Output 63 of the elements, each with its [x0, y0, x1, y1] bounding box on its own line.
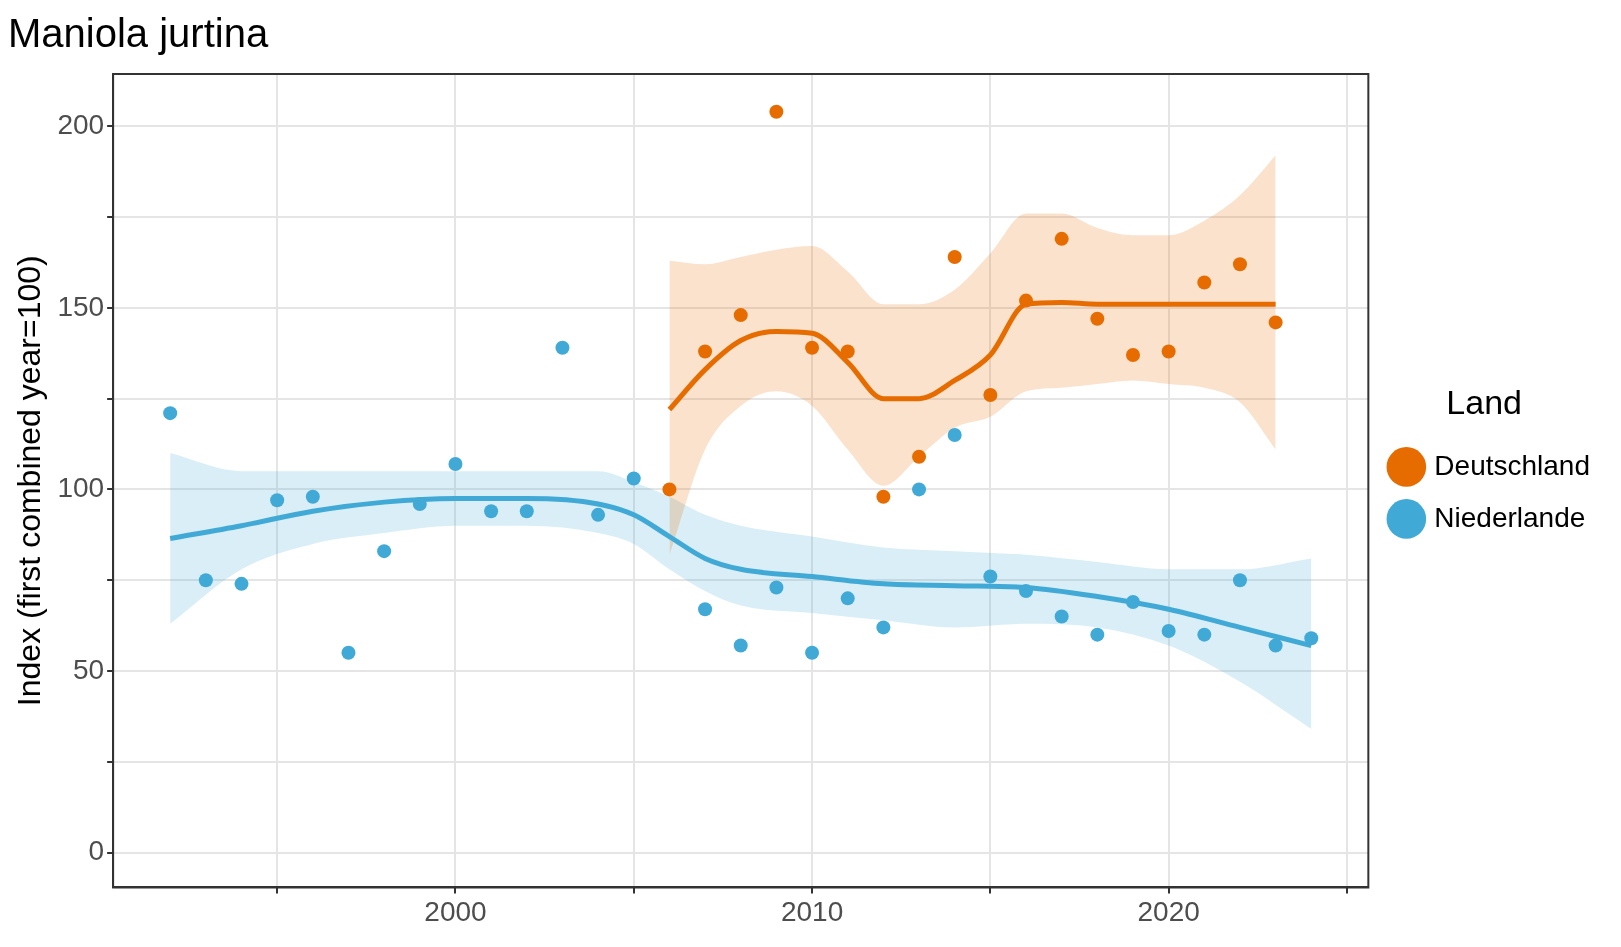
- point: [1304, 631, 1319, 646]
- legend-label: Deutschland: [1434, 449, 1590, 481]
- point: [698, 344, 713, 359]
- y-tick-label: 150: [57, 290, 105, 322]
- x-tick-label: 2000: [424, 895, 487, 927]
- point: [769, 104, 784, 119]
- point: [1019, 293, 1034, 308]
- point: [305, 489, 320, 504]
- point: [769, 580, 784, 595]
- point: [947, 427, 962, 442]
- point: [1197, 627, 1212, 642]
- chart-title: Maniola jurtina: [8, 11, 269, 56]
- point: [1090, 311, 1105, 326]
- point: [983, 388, 998, 402]
- point: [805, 645, 820, 660]
- y-axis-title: Index (first combined year=100): [11, 255, 48, 707]
- point: [1054, 231, 1069, 246]
- point: [377, 544, 392, 559]
- point: [1268, 638, 1283, 653]
- point: [805, 340, 820, 355]
- x-tick-label: 2020: [1137, 895, 1200, 927]
- point: [1090, 627, 1105, 642]
- point: [840, 591, 855, 606]
- point: [591, 507, 606, 522]
- y-tick-label: 100: [57, 472, 105, 504]
- point: [341, 645, 356, 660]
- point: [1019, 584, 1034, 599]
- legend-title: Land: [1446, 383, 1522, 422]
- y-tick-label: 0: [88, 835, 105, 867]
- point: [662, 482, 677, 497]
- point: [1125, 348, 1140, 363]
- point: [983, 569, 998, 584]
- x-tick-label: 2010: [780, 895, 844, 927]
- point: [912, 449, 927, 464]
- point: [1268, 315, 1283, 330]
- point: [163, 406, 178, 421]
- point: [733, 308, 748, 323]
- point: [484, 504, 499, 519]
- point: [1054, 609, 1069, 624]
- point: [412, 496, 427, 511]
- point: [733, 638, 748, 653]
- point: [234, 576, 249, 591]
- point: [519, 504, 534, 519]
- point: [876, 489, 891, 504]
- point: [1161, 344, 1176, 359]
- point: [1161, 624, 1176, 639]
- point: [626, 471, 641, 486]
- point: [555, 340, 570, 355]
- point: [912, 482, 927, 497]
- point: [947, 250, 962, 265]
- point: [1232, 573, 1247, 588]
- point: [1232, 257, 1247, 272]
- point: [448, 457, 463, 471]
- point: [198, 573, 213, 588]
- legend-label: Niederlande: [1434, 501, 1586, 533]
- point: [840, 344, 855, 359]
- point: [1125, 594, 1140, 609]
- point: [1197, 275, 1212, 290]
- point: [876, 620, 891, 635]
- y-tick-label: 50: [72, 653, 105, 685]
- point: [270, 493, 285, 508]
- y-tick-label: 200: [57, 109, 105, 141]
- point: [698, 602, 713, 617]
